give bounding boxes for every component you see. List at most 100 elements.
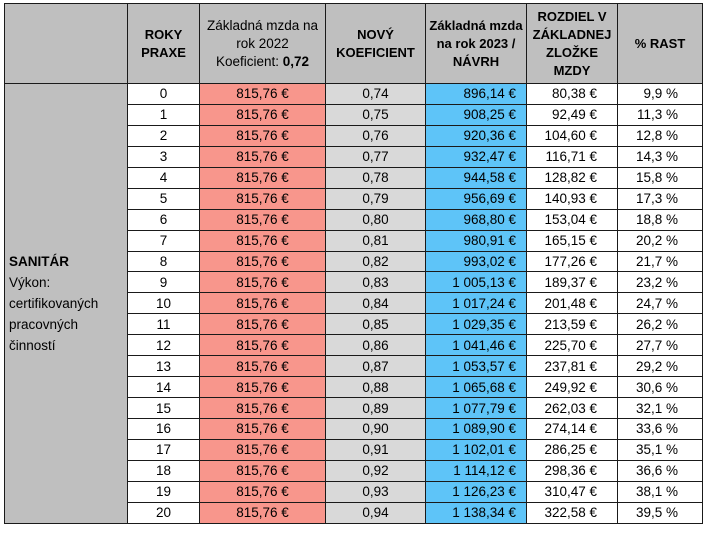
years-cell: 12 [127, 334, 200, 357]
percent-cell: 14,3 % [617, 145, 703, 168]
years-cell: 17 [127, 438, 200, 461]
coefficient-cell: 0,94 [325, 501, 426, 524]
header-base-wage-text: Základná mzda na rok 2022 [206, 17, 319, 51]
coefficient-cell: 0,83 [325, 271, 426, 294]
base-wage-cell: 815,76 € [199, 376, 326, 399]
new-wage-cell: 980,91 € [425, 229, 527, 252]
difference-cell: 310,47 € [526, 480, 618, 503]
difference-cell: 140,93 € [526, 187, 618, 210]
new-wage-cell: 1 126,23 € [425, 480, 527, 503]
years-cell: 16 [127, 418, 200, 440]
coefficient-cell: 0,74 [325, 83, 426, 105]
new-wage-cell: 956,69 € [425, 187, 527, 210]
new-wage-cell: 1 041,46 € [425, 334, 527, 357]
header-base-coef-label: Koeficient: [215, 53, 283, 69]
salary-table: ROKY PRAXE Základná mzda na rok 2022 Koe… [4, 3, 703, 524]
base-wage-cell: 815,76 € [199, 334, 326, 357]
difference-cell: 189,37 € [526, 271, 618, 294]
base-wage-cell: 815,76 € [199, 229, 326, 252]
percent-cell: 20,2 % [617, 229, 703, 252]
table-row: 7 815,76 €0,81 980,91 €165,15 €20,2 % [5, 229, 703, 252]
base-wage-cell: 815,76 € [199, 208, 326, 231]
percent-cell: 26,2 % [617, 313, 703, 336]
percent-cell: 21,7 % [617, 250, 703, 273]
difference-cell: 237,81 € [526, 355, 618, 378]
difference-cell: 298,36 € [526, 459, 618, 482]
difference-cell: 92,49 € [526, 103, 618, 126]
difference-cell: 274,14 € [526, 418, 618, 440]
coefficient-cell: 0,77 [325, 145, 426, 168]
difference-cell: 116,71 € [526, 145, 618, 168]
coefficient-cell: 0,76 [325, 124, 426, 147]
category-title: SANITÁR [9, 253, 69, 269]
table-body: SANITÁR Výkon: certifikovaných pracovných… [4, 83, 703, 524]
new-wage-cell: 1 029,35 € [425, 313, 527, 336]
difference-cell: 249,92 € [526, 376, 618, 399]
new-wage-cell: 1 138,34 € [425, 501, 527, 524]
base-wage-cell: 815,76 € [199, 418, 326, 440]
difference-cell: 225,70 € [526, 334, 618, 357]
new-wage-cell: 896,14 € [425, 83, 527, 105]
years-cell: 10 [127, 292, 200, 315]
base-wage-cell: 815,76 € [199, 166, 326, 189]
coefficient-cell: 0,78 [325, 166, 426, 189]
base-wage-cell: 815,76 € [199, 355, 326, 378]
percent-cell: 27,7 % [617, 334, 703, 357]
years-cell: 3 [127, 145, 200, 168]
coefficient-cell: 0,86 [325, 334, 426, 357]
difference-cell: 213,59 € [526, 313, 618, 336]
percent-cell: 32,1 % [617, 397, 703, 419]
table-row: 4 815,76 €0,78 944,58 €128,82 €15,8 % [5, 166, 703, 189]
coefficient-cell: 0,89 [325, 397, 426, 419]
years-cell: 5 [127, 187, 200, 210]
new-wage-cell: 932,47 € [425, 145, 527, 168]
table-row: 10 815,76 €0,84 1 017,24 €201,48 €24,7 % [5, 292, 703, 315]
new-wage-cell: 1 102,01 € [425, 438, 527, 461]
coefficient-cell: 0,91 [325, 438, 426, 461]
percent-cell: 36,6 % [617, 459, 703, 482]
coefficient-cell: 0,80 [325, 208, 426, 231]
table-row: 18 815,76 €0,92 1 114,12 €298,36 €36,6 % [5, 459, 703, 482]
base-wage-cell: 815,76 € [199, 124, 326, 147]
difference-cell: 165,15 € [526, 229, 618, 252]
years-cell: 1 [127, 103, 200, 126]
years-cell: 8 [127, 250, 200, 273]
coefficient-cell: 0,88 [325, 376, 426, 399]
base-wage-cell: 815,76 € [199, 250, 326, 273]
percent-cell: 23,2 % [617, 271, 703, 294]
coefficient-cell: 0,87 [325, 355, 426, 378]
percent-cell: 29,2 % [617, 355, 703, 378]
table-row: 14 815,76 €0,88 1 065,68 €249,92 €30,6 % [5, 376, 703, 399]
new-wage-cell: 920,36 € [425, 124, 527, 147]
percent-cell: 39,5 % [617, 501, 703, 524]
years-cell: 0 [127, 83, 200, 105]
years-cell: 4 [127, 166, 200, 189]
years-cell: 14 [127, 376, 200, 399]
new-wage-cell: 1 077,79 € [425, 397, 527, 419]
new-wage-cell: 993,02 € [425, 250, 527, 273]
base-wage-cell: 815,76 € [199, 480, 326, 503]
years-cell: 2 [127, 124, 200, 147]
header-years: ROKY PRAXE [127, 3, 200, 84]
table-row: 8 815,76 €0,82 993,02 €177,26 €21,7 % [5, 250, 703, 273]
category-description: Výkon: certifikovaných pracovných činnos… [9, 274, 99, 353]
table-row: 3 815,76 €0,77 932,47 €116,71 €14,3 % [5, 145, 703, 168]
base-wage-cell: 815,76 € [199, 501, 326, 524]
base-wage-cell: 815,76 € [199, 397, 326, 419]
coefficient-cell: 0,75 [325, 103, 426, 126]
years-cell: 20 [127, 501, 200, 524]
new-wage-cell: 944,58 € [425, 166, 527, 189]
base-wage-cell: 815,76 € [199, 438, 326, 461]
difference-cell: 177,26 € [526, 250, 618, 273]
new-wage-cell: 1 053,57 € [425, 355, 527, 378]
coefficient-cell: 0,82 [325, 250, 426, 273]
coefficient-cell: 0,84 [325, 292, 426, 315]
coefficient-cell: 0,85 [325, 313, 426, 336]
category-cell: SANITÁR Výkon: certifikovaných pracovných… [4, 83, 128, 524]
percent-cell: 30,6 % [617, 376, 703, 399]
percent-cell: 24,7 % [617, 292, 703, 315]
percent-cell: 12,8 % [617, 124, 703, 147]
header-new-wage: Základná mzda na rok 2023 / NÁVRH [425, 3, 527, 84]
new-wage-cell: 968,80 € [425, 208, 527, 231]
years-cell: 11 [127, 313, 200, 336]
